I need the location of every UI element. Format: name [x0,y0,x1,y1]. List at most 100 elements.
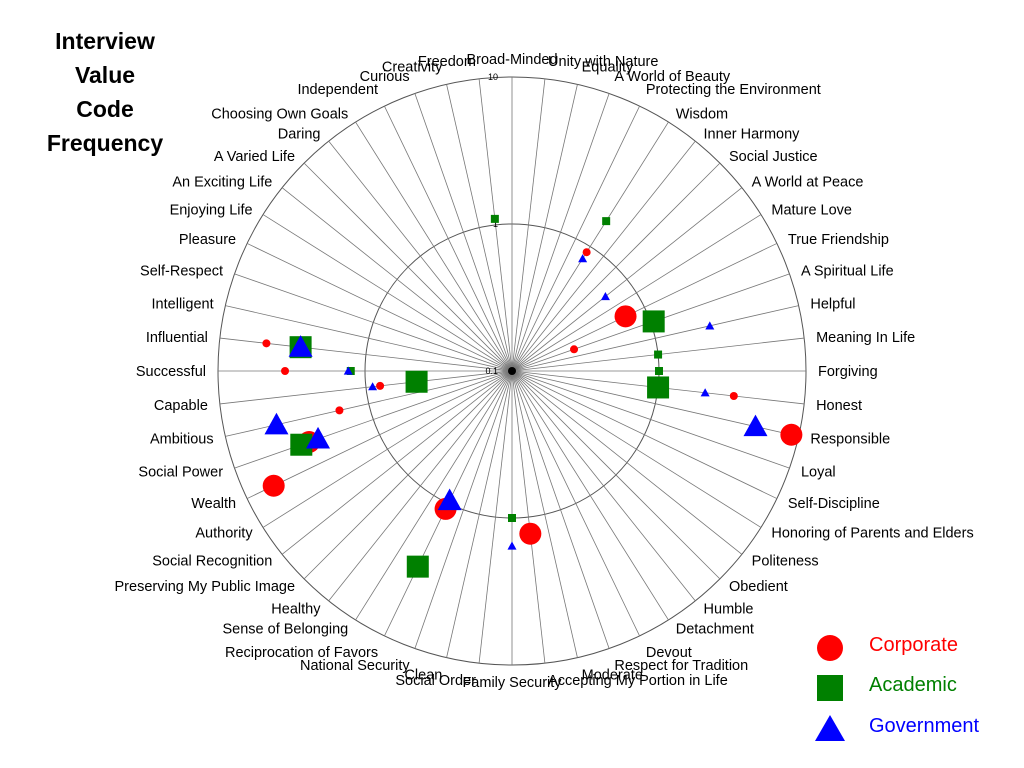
spoke-line [262,370,513,528]
category-label: Politeness [752,554,819,570]
category-label: Successful [136,364,206,380]
academic-point [602,217,611,226]
category-label: A Spiritual Life [801,264,894,280]
legend-item-corporate: Corporate [812,630,1012,661]
spoke-line [355,121,513,372]
category-label: Humble [704,602,754,618]
spoke-line [511,370,778,499]
academic-point [647,376,670,399]
spoke-line [246,243,513,372]
category-label: Freedom [418,54,476,70]
data-points [262,214,803,578]
spoke-line [511,370,790,469]
category-label: Honoring of Parents and Elders [771,526,973,542]
category-label: Social Justice [729,149,818,165]
category-label: Enjoying Life [170,202,253,218]
spoke-line [328,370,513,602]
radial-tick-label: 10 [488,72,498,82]
spoke-line [511,140,696,372]
category-label: Influential [146,330,208,346]
academic-point [346,367,355,375]
spoke-line [414,370,513,649]
radial-ticks: 0.1 1 10 [485,72,498,376]
academic-point [406,555,429,578]
category-label: Independent [297,82,378,98]
category-label: Social Recognition [152,554,272,570]
government-point [343,366,353,375]
spoke-line [511,370,669,621]
category-label: A World of Beauty [614,69,731,85]
category-label: Wealth [191,496,236,512]
category-label: Ambitious [150,432,214,448]
legend-label: Government [869,715,980,737]
category-label: Honest [816,398,862,414]
category-label: Intelligent [152,296,214,312]
spoke-line [511,370,743,555]
title-line: Code [76,96,134,122]
radial-tick-label: 0.1 [485,366,498,376]
category-label: Creativity [382,60,443,76]
spoke-line [328,140,513,372]
spoke-line [478,370,513,664]
spoke-line [511,370,762,528]
spoke-line [225,370,513,437]
category-label: Social Power [138,464,223,480]
category-label: Sense of Belonging [222,621,348,637]
legend-label: Academic [869,674,957,696]
category-label: Curious [360,69,410,85]
category-label: Respect for Tradition [614,658,748,674]
spoke-line [511,78,546,372]
category-label: Inner Harmony [704,126,801,142]
radial-tick-label: 1 [493,219,498,229]
spoke-line [225,305,513,372]
government-point [743,414,768,437]
category-label: Daring [278,126,321,142]
academic-point [642,310,665,333]
spoke-line [219,370,513,405]
government-point [700,388,710,397]
category-label: A World at Peace [752,174,864,190]
category-label: Protecting the Environment [646,82,821,98]
spoke-line [511,370,546,664]
corporate-point [376,381,385,390]
corporate-point [262,474,285,497]
spoke-line [511,370,610,649]
corporate-point [570,345,579,354]
legend-item-government: Government [812,711,1012,741]
spoke-line [262,214,513,372]
category-label: Equality [582,60,634,76]
government-point [437,488,462,511]
corporate-point [582,248,591,257]
spoke-line [303,162,513,372]
spoke-line [511,214,762,372]
category-label: Devout [646,645,692,661]
academic-point [508,514,516,522]
academic-point [405,370,428,393]
legend-square-marker [817,675,843,701]
government-point [288,335,313,357]
spokes [218,77,806,665]
category-label: Obedient [729,579,788,595]
government-point [306,426,331,449]
academic-point [290,433,313,456]
spoke-line [511,93,610,372]
legend: Corporate Academic Government [812,630,1012,750]
category-label: Wisdom [676,107,728,123]
category-label: Social Order [395,673,476,689]
spoke-line [511,305,799,372]
government-point [578,254,588,263]
spoke-line [511,162,721,372]
government-point [705,321,715,330]
government-point [368,382,378,391]
academic-point [490,214,499,223]
spoke-line [303,370,513,580]
title-line: Interview [55,28,155,54]
corporate-point [262,339,271,348]
legend-circle-marker [817,635,843,661]
legend-triangle-marker [815,715,845,741]
category-label: Meaning In Life [816,330,915,346]
spoke-line [511,84,578,372]
spoke-line [234,273,513,372]
category-label: Responsible [810,432,890,448]
